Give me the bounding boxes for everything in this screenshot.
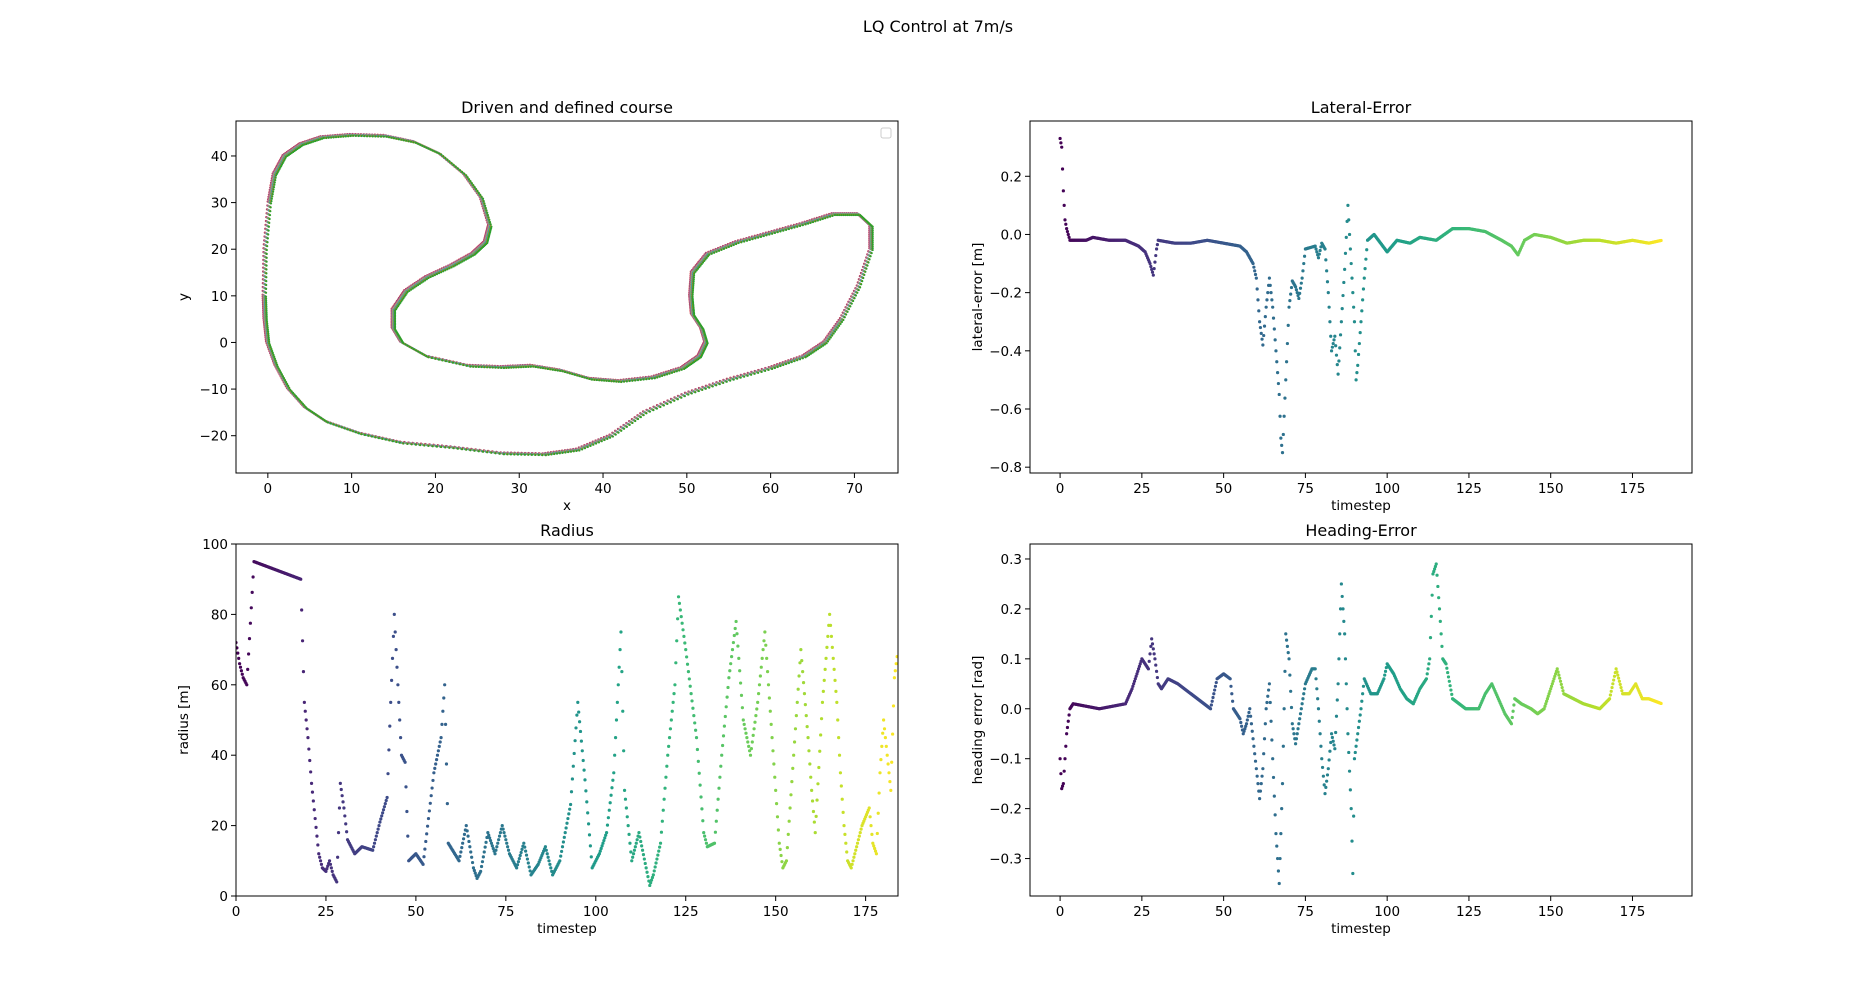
y-tick-label: 30 [211,196,228,212]
axes-course: Driven and defined course 0 10 20 30 40 50 60 70… [176,98,899,514]
x-tick-label: 10 [343,481,360,497]
x-axis-label: x [563,498,571,514]
data-points [261,132,874,457]
x-tick-label: 30 [511,481,528,497]
y-tick-label: −10 [200,382,229,398]
figure-suptitle: LQ Control at 7m/s [863,17,1013,36]
x-tick-label: 70 [846,481,863,497]
x-tick-label: 60 [762,481,779,497]
y-tick-label: 20 [211,242,228,258]
y-tick-label: 0 [219,335,228,351]
x-tick-label: 50 [678,481,695,497]
y-tick-label: −20 [200,429,229,445]
x-tick-label: 40 [594,481,611,497]
y-axis-label: y [176,293,192,301]
y-tick-label: 10 [211,289,228,305]
y-tick-label: 40 [211,149,228,165]
x-tick-label: 0 [264,481,273,497]
axes-title: Driven and defined course [461,98,673,117]
x-tick-label: 20 [427,481,444,497]
